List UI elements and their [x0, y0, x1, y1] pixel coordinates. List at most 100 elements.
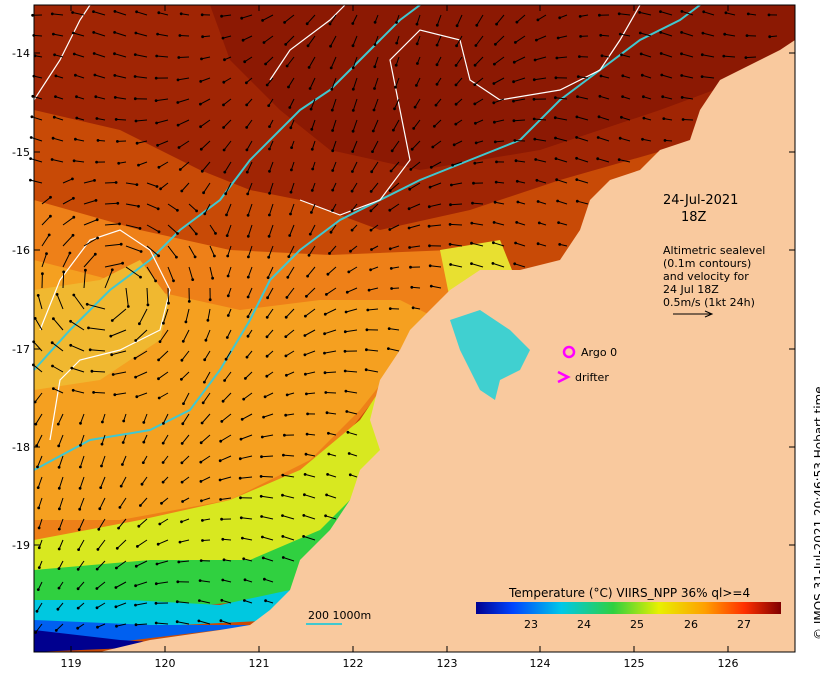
velocity-arrow-head	[680, 10, 684, 13]
velocity-arrow-head	[134, 339, 138, 342]
velocity-arrow-head	[199, 80, 203, 83]
velocity-arrow-head	[31, 13, 34, 17]
velocity-arrow	[682, 96, 694, 100]
velocity-arrow	[450, 223, 463, 226]
velocity-arrow-head	[348, 473, 352, 477]
velocity-arrow	[30, 179, 43, 184]
velocity-arrow-head	[199, 147, 203, 151]
velocity-arrow-head	[35, 444, 39, 448]
velocity-arrow-head	[331, 188, 335, 192]
velocity-arrow-head	[326, 272, 330, 276]
info-line: Altimetric sealevel	[663, 244, 765, 257]
velocity-arrow-head	[180, 377, 183, 381]
velocity-arrow-head	[29, 136, 33, 139]
velocity-arrow-head	[134, 31, 138, 35]
velocity-arrow-head	[512, 60, 516, 64]
velocity-arrow-head	[121, 463, 124, 466]
velocity-arrow-head	[596, 136, 600, 139]
velocity-arrow	[226, 203, 232, 216]
velocity-arrow-head	[474, 121, 477, 125]
colorbar: Temperature (°C) VIIRS_NPP 36% ql>=4 23 …	[476, 586, 781, 631]
velocity-arrow-head	[290, 168, 293, 172]
velocity-arrow-head	[71, 233, 75, 237]
velocity-arrow-head	[122, 419, 126, 423]
velocity-arrow-head	[177, 560, 181, 564]
velocity-arrow	[225, 350, 232, 360]
info-line: (0.1m contours)	[663, 257, 751, 270]
velocity-arrow	[200, 140, 211, 150]
velocity-arrow	[513, 98, 526, 102]
velocity-arrow	[41, 215, 51, 226]
velocity-arrow-head	[350, 228, 354, 232]
velocity-arrow-head	[197, 619, 201, 623]
velocity-arrow	[247, 287, 253, 298]
velocity-arrow	[307, 35, 316, 47]
velocity-arrow	[267, 287, 274, 298]
velocity-arrow-head	[221, 399, 225, 403]
velocity-arrow	[261, 516, 274, 520]
velocity-arrow	[515, 35, 526, 43]
velocity-arrow	[156, 55, 169, 58]
velocity-arrow	[188, 245, 196, 258]
velocity-arrow	[576, 136, 589, 142]
velocity-arrow-head	[343, 369, 347, 373]
velocity-arrow-head	[79, 421, 82, 425]
velocity-arrow-head	[514, 241, 517, 245]
velocity-arrow	[200, 455, 211, 463]
lat-axis: -14 -15 -16 -17 -18 -19	[12, 47, 795, 552]
velocity-arrow-head	[240, 417, 244, 421]
velocity-arrow-head	[429, 284, 433, 288]
velocity-arrow	[329, 14, 337, 25]
velocity-arrow	[395, 77, 400, 88]
velocity-arrow-head	[388, 208, 392, 212]
velocity-arrow	[101, 455, 106, 467]
velocity-arrow-head	[49, 195, 52, 199]
velocity-arrow-head	[578, 55, 581, 58]
velocity-arrow-head	[261, 535, 264, 539]
velocity-arrow	[54, 54, 64, 58]
velocity-arrow-head	[199, 441, 203, 445]
velocity-arrow-head	[71, 388, 75, 392]
velocity-arrow	[135, 371, 148, 378]
velocity-arrow-head	[244, 377, 247, 380]
velocity-arrow-head	[223, 58, 226, 62]
velocity-arrow-head	[69, 319, 72, 323]
velocity-arrow-head	[93, 179, 96, 182]
velocity-arrow-head	[329, 44, 332, 48]
velocity-arrow-head	[309, 107, 313, 111]
velocity-arrow	[227, 266, 232, 277]
velocity-arrow-head	[475, 23, 479, 27]
velocity-arrow	[113, 371, 127, 375]
velocity-arrow	[53, 318, 64, 331]
velocity-arrow	[74, 53, 85, 58]
velocity-arrow-head	[36, 486, 40, 489]
velocity-arrow	[200, 119, 211, 128]
velocity-arrow	[456, 35, 463, 46]
velocity-arrow	[51, 159, 64, 163]
velocity-arrow	[135, 119, 148, 122]
velocity-arrow-head	[178, 168, 182, 171]
velocity-arrow	[138, 308, 148, 324]
velocity-arrow-head	[412, 126, 416, 130]
velocity-arrow-head	[286, 275, 290, 279]
velocity-arrow-head	[575, 156, 578, 160]
velocity-arrow-head	[191, 278, 195, 281]
velocity-arrow-head	[415, 22, 419, 26]
velocity-arrow-head	[470, 221, 474, 225]
velocity-arrow	[309, 77, 316, 89]
velocity-arrow	[311, 140, 316, 150]
velocity-arrow	[104, 202, 118, 205]
velocity-arrow	[495, 201, 505, 205]
velocity-arrow-head	[621, 74, 625, 78]
scale-arrow-icon	[673, 310, 714, 318]
velocity-arrow	[158, 392, 169, 399]
velocity-arrow	[390, 245, 400, 250]
velocity-arrow-head	[94, 95, 98, 99]
velocity-arrow-head	[57, 465, 61, 469]
velocity-arrow-head	[284, 315, 288, 319]
velocity-arrow	[416, 14, 421, 25]
velocity-arrow	[641, 53, 652, 58]
velocity-arrow	[263, 413, 274, 418]
credit-text: © IMOS 31-Jul-2021 20:46:53 Hobart time	[812, 386, 820, 640]
velocity-arrow-head	[493, 200, 497, 204]
